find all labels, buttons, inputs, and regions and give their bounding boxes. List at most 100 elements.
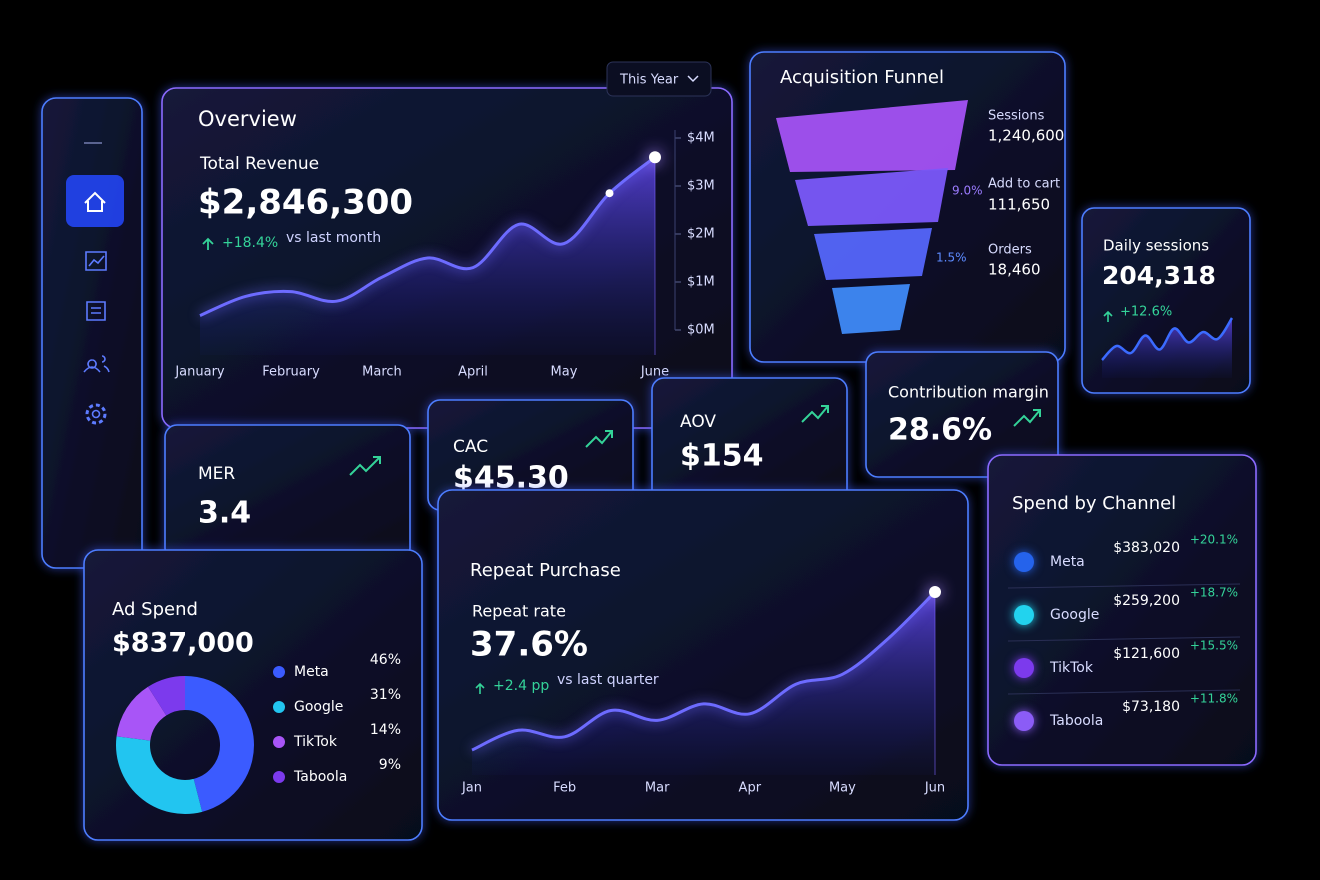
conversion-rate: 1.5% [936,251,967,265]
donut-segment [116,736,203,814]
up-arrow [202,237,214,250]
x-tick-label: February [262,365,320,380]
funnel-layer [776,100,968,172]
y-tick-label: $4M [687,131,715,146]
row-divider [1007,689,1241,695]
point [605,189,614,198]
chart-nav[interactable] [85,251,107,271]
stage-value: 1,240,600 [988,127,1064,145]
channel-spend: $259,200 [1113,593,1180,609]
x-tick-label: June [640,365,669,380]
channel-spend: $121,600 [1113,646,1180,662]
kpi-label: MER [198,464,235,484]
kpi-label: CAC [453,437,488,457]
trend-icon [585,430,613,448]
ad-spend-panel: Ad Spend $837,000 Meta 46% Google 31% TikTok… [83,549,423,841]
value-label: 14% [370,722,401,738]
metric-value: $2,846,300 [198,183,413,223]
overview-panel: Overview This Year Total Revenue $2,846,… [161,61,733,429]
legend-dot [273,701,285,713]
x-tick-label: May [551,365,578,380]
x-tick-label: April [458,365,488,380]
channel-dot [1014,552,1034,572]
value-label: 9% [379,757,401,773]
channel-change: +20.1% [1190,533,1238,547]
repeat-panel: Repeat Purchase Repeat rate 37.6% +2.4 p… [437,489,969,821]
trend-icon [801,405,829,423]
stage-label: Orders [988,243,1032,258]
change: +2.4 pp [493,678,549,694]
channel-name: Meta [1050,554,1085,570]
settings-core [91,409,101,419]
panel-title: Overview [198,107,297,131]
reports-nav[interactable] [86,301,106,321]
channel-spend: $383,020 [1113,540,1180,556]
stage-value: 111,650 [988,196,1050,214]
settings-nav[interactable] [85,403,107,425]
channel-dot [1014,658,1034,678]
kpi-value: 3.4 [198,496,251,531]
metric-value: 204,318 [1102,261,1216,290]
donut-segment [116,686,167,742]
x-tick-label: May [829,781,856,796]
metric-value: $837,000 [112,628,254,659]
panel-title: Spend by Channel [1012,493,1176,514]
channel-change: +18.7% [1190,586,1238,600]
channel-name: Google [1050,607,1099,623]
kpi-card [865,351,1059,478]
panel-title: Acquisition Funnel [780,67,944,88]
users-nav[interactable] [83,355,110,373]
line [1101,317,1234,361]
value-label: 46% [370,652,401,668]
channels-panel: Spend by Channel Meta $383,020 +20.1% Googl… [987,454,1257,766]
period-label: This Year [619,73,679,88]
kpi-value: 28.6% [888,413,992,448]
row-divider [1007,636,1241,642]
channel-name: TikTok [1049,660,1094,676]
kpi-card [164,424,411,561]
x-tick-label: Jun [924,781,945,796]
home-icon [84,191,106,212]
row-divider [1007,583,1241,589]
channel-dot [1014,711,1034,731]
x-tick-label: Jan [461,781,482,796]
legend-label: Google [294,699,343,715]
funnel-layer [814,228,932,280]
stage-value: 18,460 [988,261,1041,279]
panel-title: Daily sessions [1103,237,1209,255]
channel-spend: $73,180 [1122,699,1180,715]
value-label: 31% [370,687,401,703]
channel-name: Taboola [1049,713,1103,729]
panel-title: Repeat Purchase [470,560,621,581]
home-button[interactable] [66,175,124,227]
y-tick-label: $3M [687,179,715,194]
up-arrow [1103,310,1113,322]
ad-spend-card [83,549,423,841]
x-tick-label: January [174,365,225,380]
kpi-label: Contribution margin [888,383,1049,402]
sidebar-panel [41,97,143,569]
metric-label: Repeat rate [472,602,566,621]
legend-dot [273,736,285,748]
channel-change: +15.5% [1190,639,1238,653]
metric-label: Total Revenue [199,154,319,174]
sidebar [41,97,143,569]
channels-card [987,454,1257,766]
funnel-layer [832,284,910,334]
y-tick-label: $2M [687,227,715,242]
funnel-layer [795,168,948,226]
x-tick-label: Apr [739,781,762,796]
area [200,157,655,355]
donut-segment [148,676,186,716]
legend-label: Taboola [293,769,347,785]
legend-label: Meta [294,664,329,680]
area [1102,318,1232,378]
period-select[interactable] [606,61,712,97]
metric-value: 37.6% [470,625,588,665]
stage-label: Add to cart [988,177,1060,192]
x-tick-label: Mar [645,781,670,796]
x-tick-label: Feb [553,781,576,796]
